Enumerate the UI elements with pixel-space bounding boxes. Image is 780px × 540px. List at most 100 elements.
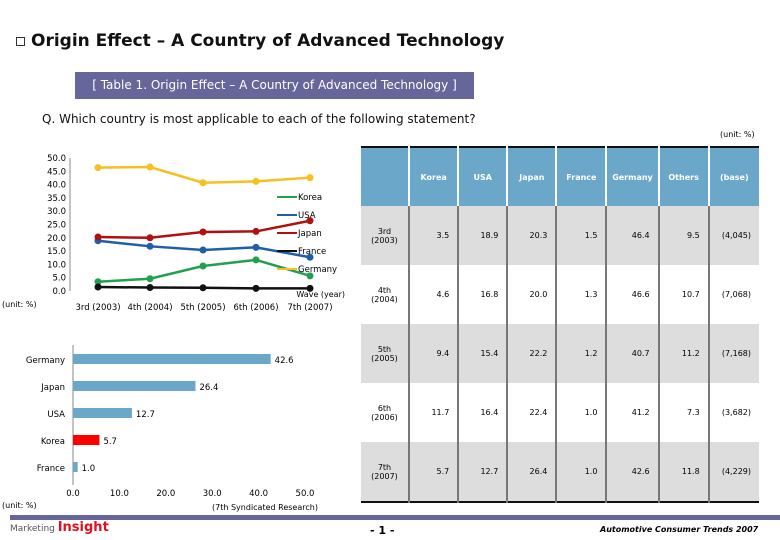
table-cell: 11.7 [407,383,459,442]
bar-korea [73,435,100,445]
data-point [199,262,207,270]
table-cell: 1.0 [555,442,607,502]
data-point [306,253,314,261]
data-label: 26.4 [199,383,218,393]
bar-chart: Germany 42.6 Japan 26.4 USA 12.7 Korea 5.7 Franc… [2,345,318,512]
data-point [146,242,154,250]
table-cell: 16.4 [457,383,508,442]
category-label: Germany [26,356,65,366]
column-header: France [555,147,607,206]
table-cell: 1.0 [555,383,607,442]
row-label: 6th (2006) [371,403,398,422]
data-label: 42.6 [275,356,294,366]
table-cell: 9.4 [407,324,459,383]
logo: Marketing Insight [10,520,109,535]
data-point [252,227,260,235]
table-row: 5th (2005) 9.4 15.4 22.2 1.2 40.7 11.2 (7,168) [361,324,759,383]
column-header: Korea [407,147,459,206]
page-number: - 1 - [370,524,395,537]
data-label: 12.7 [136,410,155,420]
data-point [146,163,154,171]
x-tick-label: 40.0 [249,489,268,499]
x-tick-label: 7th (2007) [287,303,332,313]
y-tick-label: 35.0 [47,194,66,204]
table-row: 3rd (2003) 3.5 18.9 20.3 1.5 46.4 9.5 (4,045) [361,206,759,265]
y-tick-label: 20.0 [47,234,66,244]
y-tick-label: 25.0 [47,221,66,231]
table-unit: (unit: %) [720,130,755,139]
legend-label: France [298,247,326,257]
table-cell: 46.4 [605,206,659,265]
column-header: Germany [605,147,659,206]
table-cell: 26.4 [506,442,557,502]
row-label: 3rd (2003) [361,206,409,265]
x-tick-label: 4th (2004) [127,303,172,313]
data-point [146,275,154,283]
table-cell: 12.7 [457,442,508,502]
bar-usa [73,408,132,418]
x-axis-label: Wave (year) [296,290,345,299]
table-row: 4th (2004) 4.6 16.8 20.0 1.3 46.6 10.7 (7,068) [361,265,759,324]
y-tick-label: 15.0 [47,247,66,257]
legend-label: USA [298,211,316,221]
question: Q. Which country is most applicable to e… [42,112,476,126]
category-label: Japan [40,383,65,393]
row-label: 4th (2004) [371,285,398,304]
y-tick-label: 10.0 [47,260,66,270]
data-point [199,179,207,187]
table-cell: 11.2 [657,324,709,383]
title-text: Origin Effect – A Country of Advanced Te… [31,31,505,51]
data-point [94,278,102,286]
data-point [306,284,314,292]
x-tick-label: 3rd (2003) [75,303,120,313]
data-label: 1.0 [82,464,96,474]
column-header: Others [657,147,709,206]
x-tick-label: 5th (2005) [180,303,225,313]
y-tick-label: 30.0 [47,207,66,217]
table-cell: 10.7 [657,265,709,324]
table-cell: 7.3 [657,383,709,442]
x-tick-label: 6th (2006) [233,303,278,313]
data-point [306,174,314,182]
table-cell: (4,229) [707,442,759,502]
column-header: USA [457,147,508,206]
column-header [361,147,409,206]
data-label: 5.7 [103,437,117,447]
column-header: (base) [707,147,759,206]
table-cell: 22.2 [506,324,557,383]
footer-bar [10,515,780,520]
line-chart: 0.0 5.0 10.0 15.0 20.0 25.0 30.0 35.0 40.0 45.0 50… [2,154,345,313]
y-tick-label: 0.0 [52,287,66,297]
data-point [252,243,260,251]
y-tick-label: 40.0 [47,181,66,191]
category-label: USA [47,410,65,420]
legend-label: Japan [297,229,322,239]
table-banner: [ Table 1. Origin Effect – A Country of … [75,72,474,99]
table-cell: 42.6 [605,442,659,502]
page-title: Origin Effect – A Country of Advanced Te… [16,31,504,51]
table-cell: 3.5 [407,206,459,265]
x-tick-label: 20.0 [156,489,175,499]
table-cell: 11.8 [657,442,709,502]
table-cell: (7,168) [707,324,759,383]
data-table: Korea USA Japan France Germany Others (base) 3r… [361,146,759,503]
bar-japan [73,381,196,391]
table-cell: 16.8 [457,265,508,324]
table-cell: (3,682) [707,383,759,442]
data-point [94,283,102,291]
x-tick-label: 0.0 [66,489,80,499]
data-point [199,246,207,254]
x-tick-label: 50.0 [296,489,315,499]
data-point [94,233,102,241]
data-point [306,217,314,225]
table-cell: 9.5 [657,206,709,265]
bar-germany [73,354,271,364]
row-label: 7th (2007) [361,442,409,502]
column-header: Japan [506,147,557,206]
data-point [252,177,260,185]
table-cell: 18.9 [457,206,508,265]
legend-label: Korea [298,193,322,203]
x-tick-label: 30.0 [203,489,222,499]
x-axis-unit: (unit: %) [2,501,37,510]
data-point [94,164,102,172]
